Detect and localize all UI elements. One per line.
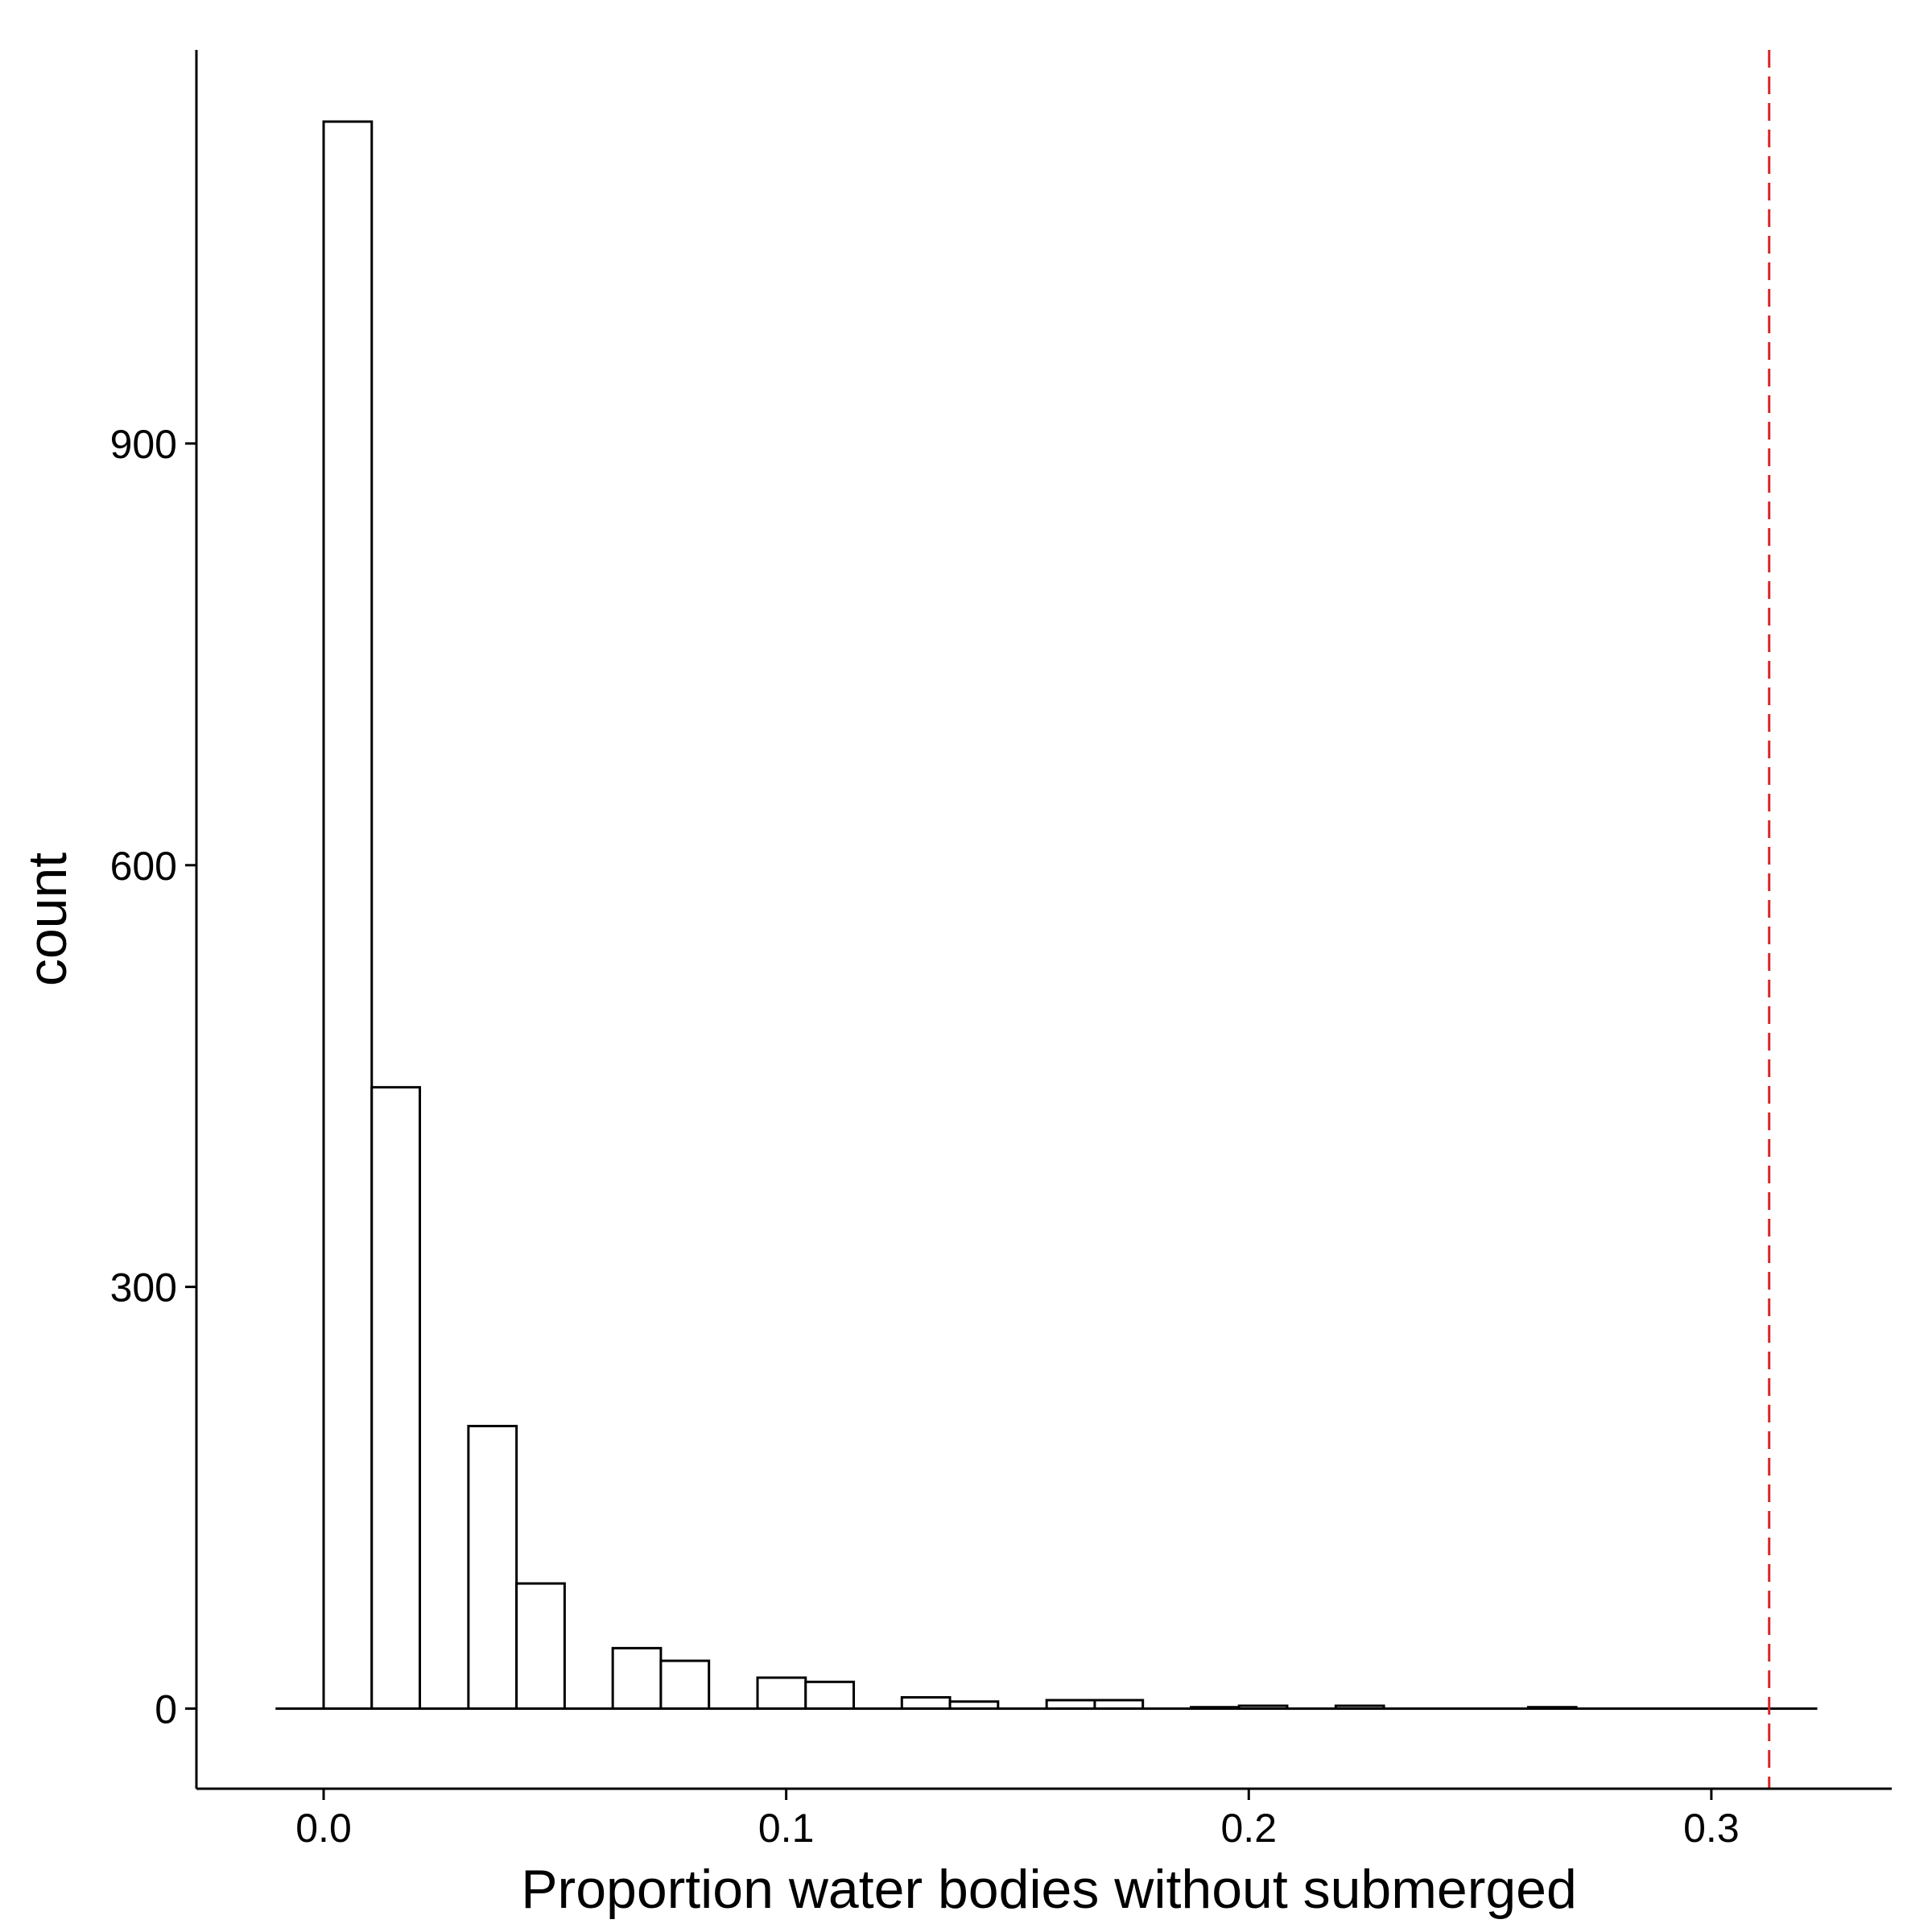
bars — [322, 120, 1578, 1710]
histogram-bar — [322, 120, 374, 1710]
x-tick-label: 0.1 — [758, 1806, 815, 1851]
x-axis-ticks: 0.0 0.1 0.2 0.3 — [295, 1789, 1740, 1851]
y-tick-label: 600 — [110, 844, 177, 889]
histogram-bar — [515, 1582, 566, 1710]
x-tick-label: 0.0 — [295, 1806, 352, 1851]
histogram-bar — [370, 1086, 422, 1710]
y-tick-label: 300 — [110, 1265, 177, 1311]
histogram-bar — [1093, 1699, 1145, 1710]
histogram-bar — [611, 1646, 663, 1710]
x-tick-label: 0.2 — [1221, 1806, 1278, 1851]
histogram-bar — [804, 1680, 856, 1710]
histogram-bar — [756, 1676, 807, 1710]
histogram-bar — [659, 1659, 711, 1710]
y-tick-label: 0 — [155, 1686, 177, 1732]
x-tick-label: 0.3 — [1683, 1806, 1740, 1851]
histogram-bar — [1045, 1699, 1096, 1710]
histogram-bar — [900, 1695, 952, 1710]
y-tick-label: 900 — [110, 422, 177, 467]
y-axis-title: count — [17, 852, 78, 986]
y-axis-ticks: 0 300 600 900 — [110, 422, 196, 1732]
axes — [195, 50, 1892, 1790]
histogram-bar — [467, 1424, 518, 1710]
x-axis-title: Proportion water bodies without submerge… — [521, 1859, 1577, 1920]
